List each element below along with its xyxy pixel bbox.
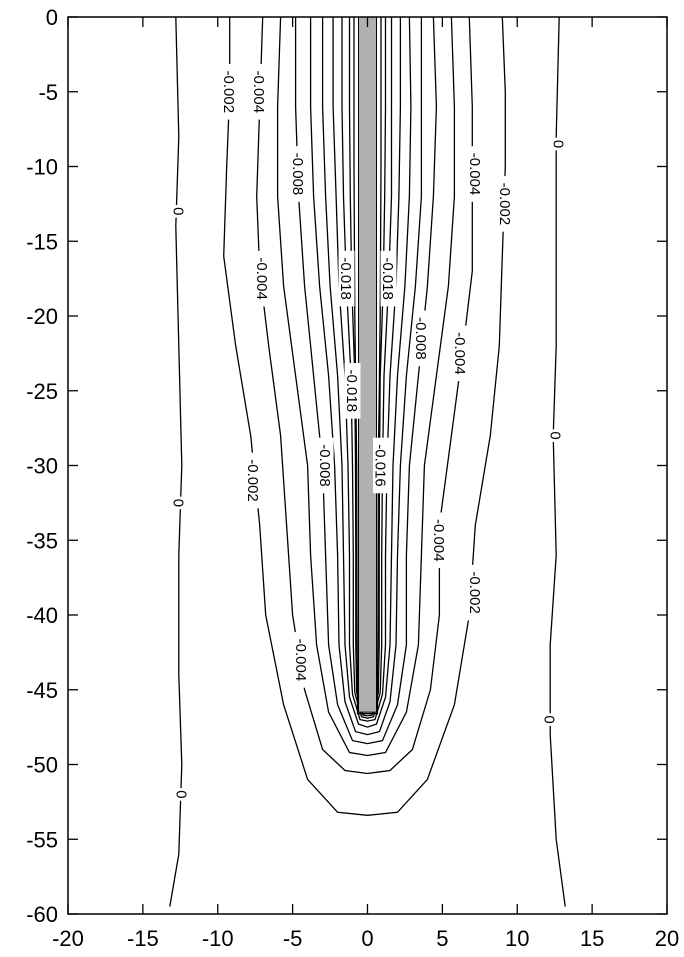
- contour-label-text: -0.002: [244, 459, 261, 502]
- y-tick-label: -55: [26, 827, 58, 852]
- contour-label: -0.018: [343, 362, 361, 419]
- y-tick-label: 0: [46, 5, 58, 30]
- y-tick-label: -25: [26, 379, 58, 404]
- x-tick-label: -20: [52, 926, 84, 951]
- contour-label-text: 0: [547, 431, 564, 439]
- contour-line: [353, 17, 382, 715]
- contour-label-text: -0.002: [220, 71, 237, 114]
- y-tick-label: -15: [26, 229, 58, 254]
- contour-label: -0.002: [220, 64, 238, 120]
- contour-label-text: -0.002: [496, 183, 513, 226]
- contour-line: [549, 16, 566, 907]
- contour-label: 0: [169, 205, 187, 218]
- y-tick-label: -20: [26, 304, 58, 329]
- contour-label: -0.004: [253, 250, 271, 307]
- pile-shaft: [358, 16, 377, 713]
- x-tick-label: 15: [580, 926, 604, 951]
- contour-label: 0: [541, 713, 559, 726]
- contour-label-text: 0: [172, 790, 189, 798]
- contour-label: -0.004: [430, 512, 448, 569]
- contour-label-text: -0.002: [466, 571, 483, 614]
- y-tick-label: -40: [26, 603, 58, 628]
- contour-label-text: -0.008: [412, 317, 429, 360]
- contour-label: -0.004: [451, 325, 469, 382]
- contour-label: -0.018: [379, 250, 397, 307]
- contour-label: -0.008: [412, 310, 430, 367]
- x-tick-label: -10: [202, 926, 234, 951]
- contour-label: 0: [172, 788, 190, 801]
- contour-label: -0.008: [289, 146, 307, 202]
- contour-label-text: -0.008: [316, 444, 333, 487]
- contour-label-text: -0.016: [372, 444, 389, 487]
- contour-line: [169, 16, 183, 907]
- contour-line: [309, 17, 423, 736]
- contour-label-text: -0.004: [250, 71, 267, 114]
- contour-label-text: -0.018: [337, 257, 354, 300]
- contour-labels: -0.002 -0.004 0 -0.008 -0.004 -0.018 -0.018 -0.…: [169, 64, 568, 801]
- x-tick-label: -5: [283, 926, 303, 951]
- x-tick-label: 5: [436, 926, 448, 951]
- x-tick-label: 0: [361, 926, 373, 951]
- x-tick-label: 10: [505, 926, 529, 951]
- contour-label-text: -0.004: [292, 639, 309, 682]
- x-tick-label: 20: [655, 926, 679, 951]
- contour-label-text: -0.004: [451, 332, 468, 375]
- contour-label: 0: [169, 496, 187, 510]
- contour-label-text: 0: [169, 499, 186, 507]
- contour-label-text: -0.018: [379, 257, 396, 300]
- contour-label-text: -0.004: [466, 153, 483, 196]
- y-tick-label: -5: [38, 80, 58, 105]
- contour-label-text: -0.008: [289, 153, 306, 196]
- contour-label: -0.004: [292, 632, 310, 688]
- contour-label: -0.004: [466, 146, 484, 202]
- contour-line: [256, 16, 473, 775]
- contour-label: -0.004: [250, 64, 268, 120]
- contour-label-text: -0.004: [430, 519, 447, 562]
- x-tick-label: -15: [127, 926, 159, 951]
- contour-line: [341, 17, 393, 719]
- contour-label-text: -0.004: [253, 257, 270, 300]
- contour-label: 0: [550, 137, 568, 151]
- y-tick-label: -50: [26, 753, 58, 778]
- contour-lines: [169, 16, 566, 907]
- y-tick-label: -30: [26, 454, 58, 479]
- contour-label: -0.002: [244, 452, 262, 509]
- contour-label: -0.002: [466, 564, 484, 621]
- y-tick-label: -60: [26, 902, 58, 927]
- contour-label: 0: [547, 429, 565, 442]
- axes: -20 -15 -10 -5 0 5 10 15 200-5-10-15-20-25-30-35…: [26, 5, 679, 951]
- contour-line: [223, 16, 506, 816]
- contour-label-text: 0: [169, 207, 186, 215]
- y-tick-label: -35: [26, 528, 58, 553]
- contour-label: -0.018: [337, 250, 355, 307]
- contour-label-text: -0.018: [343, 370, 360, 413]
- contour-label-text: 0: [541, 715, 558, 723]
- contour-label: -0.016: [372, 437, 389, 494]
- contour-label: -0.002: [496, 176, 514, 232]
- y-tick-label: -45: [26, 678, 58, 703]
- contour-line: [321, 16, 412, 728]
- contour-label-text: 0: [550, 140, 567, 148]
- contour-line: [276, 16, 456, 757]
- contour-line: [332, 17, 402, 722]
- contour-label: -0.008: [316, 437, 334, 494]
- contour-line: [348, 17, 387, 717]
- y-tick-label: -10: [26, 155, 58, 180]
